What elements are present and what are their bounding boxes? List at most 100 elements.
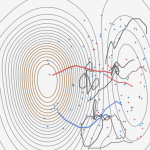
Point: [124, 119, 126, 122]
Point: [108, 65, 111, 68]
Point: [109, 22, 111, 24]
Point: [89, 137, 92, 139]
Point: [119, 134, 122, 136]
Point: [142, 34, 144, 37]
Point: [81, 128, 84, 130]
Point: [71, 83, 74, 85]
Point: [124, 24, 126, 26]
Point: [89, 96, 91, 99]
Point: [139, 123, 142, 126]
Point: [46, 125, 48, 128]
Point: [103, 27, 106, 30]
Point: [86, 35, 89, 37]
Point: [143, 84, 146, 87]
Point: [143, 57, 145, 59]
Point: [78, 104, 80, 106]
Point: [99, 35, 101, 38]
Point: [140, 73, 142, 75]
Point: [118, 36, 121, 39]
Point: [82, 19, 85, 21]
Point: [56, 108, 58, 110]
Point: [107, 134, 110, 137]
Point: [118, 108, 120, 111]
Point: [138, 96, 141, 99]
Point: [119, 101, 121, 103]
Point: [56, 102, 58, 104]
Point: [134, 40, 136, 43]
Point: [85, 114, 87, 116]
Point: [57, 40, 59, 42]
Point: [88, 60, 90, 62]
Point: [103, 73, 105, 75]
Point: [69, 107, 71, 110]
Point: [119, 93, 122, 96]
Point: [108, 69, 110, 71]
Point: [100, 14, 102, 16]
Point: [50, 108, 52, 110]
Point: [125, 110, 128, 112]
Point: [142, 64, 144, 67]
Point: [118, 17, 121, 20]
Point: [138, 94, 141, 97]
Point: [62, 127, 64, 129]
Point: [47, 62, 49, 64]
Point: [142, 58, 144, 60]
Point: [139, 81, 142, 83]
Point: [113, 83, 116, 86]
Point: [99, 71, 101, 73]
Point: [81, 97, 83, 99]
Point: [126, 76, 129, 78]
Point: [92, 48, 95, 51]
Point: [110, 54, 112, 56]
Point: [118, 37, 120, 40]
Point: [113, 28, 116, 30]
Point: [107, 64, 109, 66]
Point: [102, 108, 104, 110]
Point: [127, 101, 130, 103]
Point: [90, 39, 93, 42]
Point: [94, 74, 96, 76]
Point: [68, 38, 70, 40]
Point: [46, 59, 48, 61]
Point: [135, 28, 137, 30]
Point: [139, 135, 142, 137]
Point: [91, 72, 93, 75]
Point: [70, 45, 73, 47]
Point: [124, 82, 126, 85]
Point: [107, 56, 110, 59]
Point: [89, 98, 91, 100]
Point: [52, 106, 55, 109]
Point: [80, 122, 82, 125]
Point: [88, 56, 90, 59]
Point: [90, 117, 92, 119]
Point: [82, 45, 84, 47]
Point: [92, 66, 95, 68]
Point: [141, 122, 144, 125]
Point: [48, 73, 50, 75]
Point: [72, 84, 74, 87]
Point: [139, 65, 141, 67]
Point: [118, 129, 121, 132]
Point: [70, 67, 73, 69]
Point: [132, 26, 135, 29]
Point: [98, 124, 100, 126]
Point: [101, 67, 104, 69]
Point: [90, 75, 93, 77]
Point: [98, 98, 100, 100]
Point: [132, 118, 135, 120]
Point: [127, 95, 130, 98]
Point: [122, 119, 124, 122]
Point: [136, 56, 139, 59]
Point: [140, 96, 142, 99]
Point: [97, 111, 100, 113]
Point: [125, 57, 127, 60]
Point: [111, 23, 114, 26]
Point: [124, 128, 126, 130]
Point: [92, 69, 95, 72]
Point: [130, 109, 133, 112]
Point: [118, 24, 121, 27]
Point: [92, 85, 94, 88]
Point: [131, 106, 133, 108]
Point: [123, 83, 125, 86]
Point: [136, 136, 138, 139]
